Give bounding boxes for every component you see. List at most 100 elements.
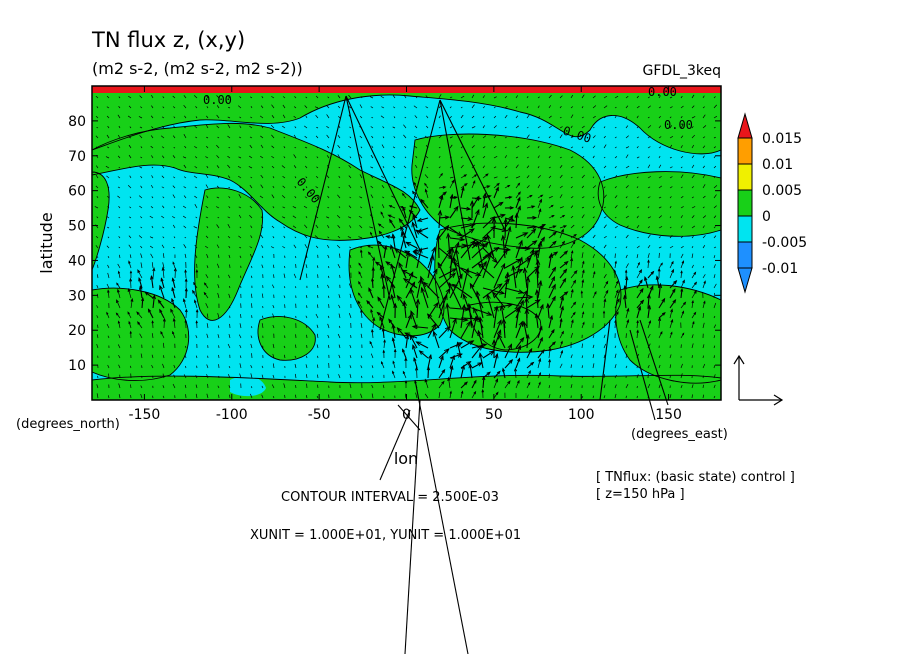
flux-vector-head bbox=[671, 288, 676, 293]
flux-vector bbox=[471, 155, 475, 159]
flux-vector bbox=[403, 278, 418, 289]
flux-vector bbox=[592, 395, 595, 399]
flux-vector bbox=[228, 245, 231, 249]
flux-vector bbox=[438, 268, 457, 279]
flux-vector-head bbox=[413, 181, 417, 185]
flux-vector-head bbox=[385, 275, 391, 282]
flux-vector bbox=[294, 186, 297, 189]
flux-vector bbox=[502, 368, 506, 379]
flux-vector bbox=[380, 266, 385, 279]
flux-vector bbox=[548, 284, 556, 299]
flux-vector-head bbox=[637, 261, 640, 265]
flux-vector bbox=[669, 269, 674, 279]
flux-vector-head bbox=[367, 251, 371, 255]
flux-vector bbox=[136, 311, 143, 319]
flux-vector bbox=[691, 355, 693, 359]
flux-vector-head bbox=[404, 332, 411, 337]
flux-vector bbox=[238, 146, 242, 149]
flux-vector bbox=[292, 225, 297, 229]
flux-vector bbox=[614, 374, 617, 379]
flux-vector bbox=[537, 225, 544, 239]
flux-vector-head bbox=[128, 260, 131, 264]
flux-vector bbox=[625, 175, 629, 179]
flux-vector bbox=[536, 290, 539, 309]
flux-vector-head bbox=[453, 205, 459, 212]
flux-vector-head bbox=[486, 233, 491, 240]
flux-vector bbox=[460, 125, 464, 129]
flux-vector bbox=[702, 244, 706, 249]
flux-vector-head bbox=[640, 299, 645, 304]
flux-vector bbox=[217, 136, 220, 139]
flux-vector bbox=[471, 380, 477, 389]
contour-label: 0.00 bbox=[648, 85, 677, 99]
flux-vector bbox=[128, 235, 132, 239]
flux-vector bbox=[217, 175, 220, 179]
flux-vector bbox=[239, 255, 242, 259]
flux-vector bbox=[272, 353, 275, 359]
flux-vector bbox=[548, 348, 551, 359]
flux-vector bbox=[504, 307, 520, 319]
flux-vector-head bbox=[504, 271, 510, 278]
flux-vector-head bbox=[551, 215, 555, 218]
flux-vector bbox=[592, 176, 595, 179]
flux-vector bbox=[460, 365, 465, 379]
flux-vector bbox=[713, 345, 716, 349]
flux-vector bbox=[469, 364, 473, 379]
flux-vector bbox=[460, 95, 465, 99]
flux-vector bbox=[303, 205, 308, 209]
flux-vector bbox=[250, 106, 253, 109]
flux-vector bbox=[117, 114, 121, 119]
flux-vector bbox=[548, 373, 550, 379]
flux-vector bbox=[476, 291, 484, 319]
flux-vector bbox=[647, 343, 651, 349]
flux-vector bbox=[382, 165, 385, 169]
flux-vector-head bbox=[647, 259, 650, 263]
flux-vector-head bbox=[563, 225, 568, 228]
flux-vector bbox=[305, 115, 308, 119]
flux-vector bbox=[272, 185, 275, 189]
flux-vector-head bbox=[539, 198, 542, 203]
flux-vector bbox=[293, 273, 297, 279]
flux-vector bbox=[294, 236, 297, 239]
flux-vector bbox=[636, 269, 642, 279]
flux-vector bbox=[411, 222, 418, 239]
flux-vector bbox=[304, 244, 308, 249]
flux-vector bbox=[251, 326, 253, 329]
flux-vector bbox=[392, 234, 396, 249]
flux-vector-head bbox=[192, 289, 196, 294]
flux-vector bbox=[460, 164, 464, 169]
flux-vector bbox=[205, 205, 209, 209]
flux-vector bbox=[691, 164, 695, 169]
flux-vector bbox=[185, 365, 187, 369]
flux-vector bbox=[680, 215, 683, 219]
flux-vector-head bbox=[377, 223, 382, 227]
flux-vector bbox=[249, 125, 253, 129]
flux-vector bbox=[404, 106, 407, 109]
flux-vector bbox=[482, 95, 485, 99]
flux-vector bbox=[107, 256, 110, 259]
flux-vector-head bbox=[522, 267, 528, 274]
flux-vector bbox=[206, 124, 209, 129]
flux-vector bbox=[437, 262, 451, 289]
flux-vector bbox=[360, 333, 363, 339]
flux-vector bbox=[614, 146, 617, 149]
flux-vector-head bbox=[540, 194, 544, 198]
flux-vector-head bbox=[461, 364, 465, 370]
flux-vector bbox=[382, 384, 385, 389]
x-tick-label: -50 bbox=[308, 407, 331, 423]
flux-vector-head bbox=[507, 184, 511, 188]
flux-vector bbox=[702, 355, 704, 359]
flux-vector bbox=[537, 326, 543, 339]
flux-vector bbox=[150, 276, 154, 289]
flux-vector bbox=[548, 155, 551, 159]
flux-vector bbox=[151, 262, 154, 269]
flux-vector bbox=[281, 165, 286, 169]
flux-vector bbox=[669, 144, 673, 149]
flux-vector-head bbox=[507, 303, 514, 308]
flux-vector bbox=[284, 265, 286, 269]
flux-vector bbox=[669, 116, 672, 119]
flux-vector bbox=[433, 331, 440, 349]
flux-vector bbox=[515, 197, 521, 209]
flux-vector bbox=[713, 194, 717, 199]
flux-vector bbox=[515, 345, 521, 359]
